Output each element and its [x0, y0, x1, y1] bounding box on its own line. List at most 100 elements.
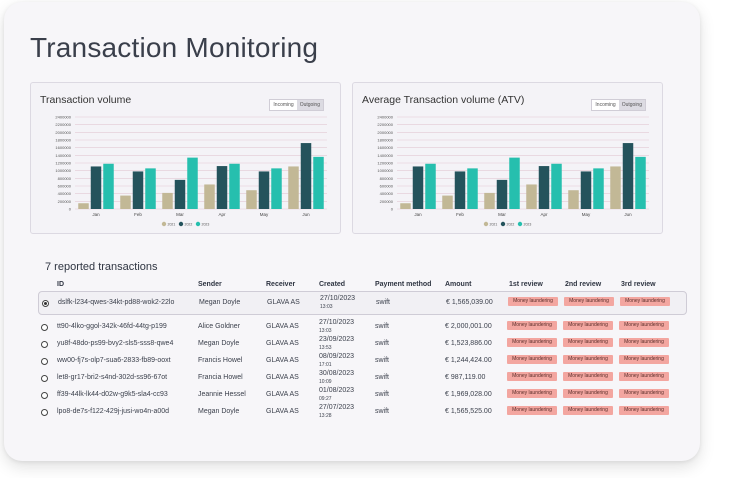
bar-2023-apr[interactable] — [229, 163, 240, 209]
table-row[interactable]: let8-gr17-bri2-s4nd-302d-ss96-67ot Franci… — [38, 370, 685, 386]
row-select-radio[interactable] — [41, 358, 48, 365]
col-3rd-review[interactable]: 3rd review — [621, 281, 656, 288]
bar-2023-jun[interactable] — [635, 156, 646, 209]
bar-2021-mar[interactable] — [484, 192, 495, 209]
col-2nd-review[interactable]: 2nd review — [565, 281, 602, 288]
y-tick-label: 2400000 — [377, 115, 393, 120]
amount: € 987,119.00 — [445, 374, 486, 381]
review-badge-3rd[interactable]: Money laundering — [619, 406, 669, 415]
review-badge-2nd[interactable]: Money laundering — [563, 406, 613, 415]
review-badge-2nd[interactable]: Money laundering — [563, 321, 613, 330]
bar-2021-jun[interactable] — [610, 166, 621, 209]
bar-2023-jan[interactable] — [425, 163, 436, 209]
amount: € 1,969,028.00 — [445, 391, 492, 398]
bar-2023-jun[interactable] — [313, 156, 324, 209]
transaction-id[interactable]: yu8f-48do-ps99-bvy2-sls5-sss8-qwe4 — [57, 340, 174, 347]
table-row[interactable]: yu8f-48do-ps99-bvy2-sls5-sss8-qwe4 Megan … — [38, 336, 685, 352]
bar-2023-feb[interactable] — [145, 168, 156, 209]
bar-2022-may[interactable] — [580, 171, 592, 209]
bar-2021-apr[interactable] — [204, 184, 215, 209]
row-select-radio[interactable] — [41, 392, 48, 399]
bar-2021-jan[interactable] — [400, 203, 411, 209]
review-badge-2nd[interactable]: Money laundering — [563, 372, 613, 381]
table-row[interactable]: lpo8-de7s-f122-429j-jusi-wo4n-a00d Megan … — [38, 404, 685, 420]
bar-2022-mar[interactable] — [174, 179, 186, 209]
col-created[interactable]: Created — [319, 281, 346, 288]
review-badge-3rd[interactable]: Money laundering — [619, 372, 669, 381]
toggle-outgoing[interactable]: Outgoing — [296, 100, 323, 110]
bar-2022-feb[interactable] — [132, 171, 144, 209]
review-badge-2nd[interactable]: Money laundering — [563, 355, 613, 364]
review-badge-2nd[interactable]: Money laundering — [564, 297, 614, 306]
review-badge-3rd[interactable]: Money laundering — [620, 297, 670, 306]
transaction-id[interactable]: ff39-44lk-lk44-d02w-g9k5-sla4-cc93 — [57, 391, 168, 398]
col-sender[interactable]: Sender — [198, 281, 222, 288]
table-row[interactable]: ww00-fj7s-olp7-sua6-2833-fb89-ooxt Franci… — [38, 353, 685, 369]
created: 27/07/2023 13:28 — [319, 404, 354, 420]
bar-2021-mar[interactable] — [162, 192, 173, 209]
review-badge-1st[interactable]: Money laundering — [507, 355, 557, 364]
transaction-id[interactable]: tt90-4lko-ggol-342k-46fd-44tg-p199 — [57, 323, 167, 330]
col-1st-review[interactable]: 1st review — [509, 281, 543, 288]
row-select-radio[interactable] — [42, 300, 49, 307]
bar-2023-may[interactable] — [593, 168, 604, 209]
toggle-incoming[interactable]: Incoming — [273, 102, 294, 108]
bar-2022-mar[interactable] — [496, 179, 508, 209]
review-badge-3rd[interactable]: Money laundering — [619, 389, 669, 398]
review-badge-1st[interactable]: Money laundering — [508, 297, 558, 306]
review-badge-1st[interactable]: Money laundering — [507, 321, 557, 330]
review-badge-3rd[interactable]: Money laundering — [619, 338, 669, 347]
bar-2022-jan[interactable] — [412, 166, 424, 209]
review-badge-1st[interactable]: Money laundering — [507, 338, 557, 347]
review-badge-2nd[interactable]: Money laundering — [563, 338, 613, 347]
y-tick-label: 1000000 — [377, 168, 393, 173]
bar-2022-apr[interactable] — [216, 166, 228, 209]
table-row[interactable]: tt90-4lko-ggol-342k-46fd-44tg-p199 Alice … — [38, 319, 685, 335]
row-select-radio[interactable] — [41, 409, 48, 416]
col-payment-method[interactable]: Payment method — [375, 281, 432, 288]
transaction-id[interactable]: lpo8-de7s-f122-429j-jusi-wo4n-a00d — [57, 408, 170, 415]
review-badge-1st[interactable]: Money laundering — [507, 389, 557, 398]
review-badge-2nd[interactable]: Money laundering — [563, 389, 613, 398]
bar-2023-apr[interactable] — [551, 163, 562, 209]
transaction-id[interactable]: let8-gr17-bri2-s4nd-302d-ss96-67ot — [57, 374, 168, 381]
bar-2022-jun[interactable] — [622, 143, 634, 209]
col-amount[interactable]: Amount — [445, 281, 472, 288]
bar-2021-apr[interactable] — [526, 184, 537, 209]
row-select-radio[interactable] — [41, 375, 48, 382]
direction-toggle[interactable]: Incoming Outgoing — [269, 99, 324, 111]
bar-2021-feb[interactable] — [442, 195, 453, 209]
bar-2023-mar[interactable] — [509, 157, 520, 209]
review-badge-3rd[interactable]: Money laundering — [619, 321, 669, 330]
transaction-id[interactable]: ww00-fj7s-olp7-sua6-2833-fb89-ooxt — [57, 357, 171, 364]
bar-2022-may[interactable] — [258, 171, 270, 209]
bar-2022-jan[interactable] — [90, 166, 102, 209]
toggle-outgoing[interactable]: Outgoing — [618, 100, 645, 110]
created-date: 08/09/2023 — [319, 353, 355, 360]
toggle-incoming[interactable]: Incoming — [595, 102, 616, 108]
bar-2021-feb[interactable] — [120, 195, 131, 209]
direction-toggle[interactable]: Incoming Outgoing — [591, 99, 646, 111]
bar-2022-feb[interactable] — [454, 171, 466, 209]
bar-2023-jan[interactable] — [103, 163, 114, 209]
review-badge-1st[interactable]: Money laundering — [507, 406, 557, 415]
bar-2021-may[interactable] — [568, 190, 579, 209]
row-select-radio[interactable] — [41, 341, 48, 348]
bar-2023-may[interactable] — [271, 168, 282, 209]
col-id[interactable]: ID — [57, 281, 64, 288]
bar-2022-apr[interactable] — [538, 166, 550, 209]
bar-2021-jun[interactable] — [288, 166, 299, 209]
row-select-radio[interactable] — [41, 324, 48, 331]
bar-2021-jan[interactable] — [78, 203, 89, 209]
bar-2023-mar[interactable] — [187, 157, 198, 209]
bar-2022-jun[interactable] — [300, 143, 312, 209]
table-row[interactable]: dslfk-l234-qwes-34kt-pd88-wok2-22lo Megan… — [38, 291, 687, 315]
transaction-id[interactable]: dslfk-l234-qwes-34kt-pd88-wok2-22lo — [58, 299, 175, 306]
x-tick-label: May — [582, 212, 591, 217]
bar-2021-may[interactable] — [246, 190, 257, 209]
review-badge-1st[interactable]: Money laundering — [507, 372, 557, 381]
table-row[interactable]: ff39-44lk-lk44-d02w-g9k5-sla4-cc93 Jeanni… — [38, 387, 685, 403]
review-badge-3rd[interactable]: Money laundering — [619, 355, 669, 364]
bar-2023-feb[interactable] — [467, 168, 478, 209]
col-receiver[interactable]: Receiver — [266, 281, 296, 288]
